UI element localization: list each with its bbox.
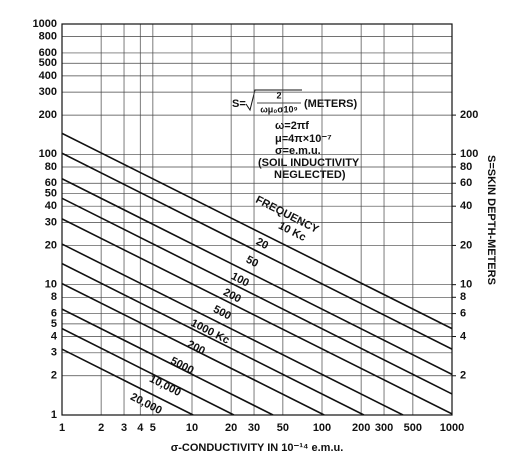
y-tick-label: 30 (45, 216, 57, 228)
frequency-line (62, 262, 365, 415)
frequency-line (62, 132, 452, 330)
frequency-line (62, 243, 404, 415)
y2-tick-label: 100 (460, 148, 478, 160)
y2-axis-label: S=SKIN DEPTH-METERS (485, 155, 497, 285)
x-tick-label: 30 (248, 422, 260, 434)
y-tick-label: 20 (45, 239, 57, 251)
frequency-line (62, 282, 325, 415)
y2-tick-label: 4 (460, 330, 467, 342)
formula-lhs: S= (232, 98, 246, 110)
frequency-line (62, 218, 452, 415)
x-tick-label: 4 (137, 422, 144, 434)
frequency-line (62, 308, 274, 415)
x-tick-label: 1000 (440, 422, 464, 434)
frequency-line (62, 197, 452, 395)
y-tick-label: 400 (39, 70, 57, 82)
y2-tick-label: 6 (460, 307, 466, 319)
x-tick-label: 300 (375, 422, 393, 434)
series-label: 20 (254, 236, 270, 252)
y2-tick-label: 2 (460, 370, 466, 382)
y2-tick-label: 200 (460, 109, 478, 121)
y-tick-label: 10 (45, 279, 57, 291)
frequency-line (62, 178, 452, 376)
x-tick-label: 10 (186, 422, 198, 434)
x-tick-label: 3 (121, 422, 127, 434)
formula-unit: (METERS) (304, 98, 358, 110)
x-axis-label: σ-CONDUCTIVITY IN 10⁻¹⁴ e.m.u. (171, 442, 344, 454)
x-tick-label: 500 (404, 422, 422, 434)
y2-tick-label: 40 (460, 200, 472, 212)
formula-denominator: ωμ₀σ10⁹ (260, 104, 298, 114)
x-tick-label: 50 (277, 422, 289, 434)
formula-numerator: 2 (276, 90, 281, 100)
omega-definition: ω=2πf (275, 120, 309, 132)
y-tick-label: 2 (51, 370, 57, 382)
y2-tick-label: 20 (460, 239, 472, 251)
y-tick-label: 1 (51, 409, 57, 421)
radical-sign (245, 89, 302, 112)
frequency-line (62, 152, 452, 350)
frequency-line (62, 327, 235, 415)
y-tick-label: 40 (45, 200, 57, 212)
note: (SOIL INDUCTIVITY (258, 157, 360, 169)
y-tick-label: 8 (51, 291, 57, 303)
y-tick-label: 800 (39, 31, 57, 43)
y-tick-label: 500 (39, 57, 57, 69)
x-tick-label: 2 (98, 422, 104, 434)
y-tick-label: 300 (39, 86, 57, 98)
mu-definition: μ=4π×10⁻⁷ (275, 133, 332, 145)
y2-tick-label: 80 (460, 161, 472, 173)
series-label: 100 (229, 270, 251, 289)
series-label: 50 (244, 254, 260, 270)
x-tick-label: 1 (59, 422, 65, 434)
frequency-line (62, 348, 194, 415)
y2-tick-label: 8 (460, 291, 466, 303)
y-tick-label: 600 (39, 47, 57, 59)
series-label: 200 (221, 286, 243, 305)
x-tick-label: 20 (225, 422, 237, 434)
series-label: 5000 (168, 355, 195, 377)
plot-frame (61, 23, 453, 416)
series-label: 20,000 (128, 391, 163, 417)
sigma-definition: σ=e.m.u. (275, 145, 321, 157)
y-tick-label: 80 (45, 161, 57, 173)
y-tick-label: 3 (51, 347, 57, 359)
y-tick-label: 200 (39, 109, 57, 121)
y-tick-label: 1000 (33, 18, 57, 30)
y-tick-label: 6 (51, 307, 57, 319)
y-tick-label: 100 (39, 148, 57, 160)
y2-tick-label: 60 (460, 177, 472, 189)
x-tick-label: 100 (313, 422, 331, 434)
y2-tick-label: 10 (460, 279, 472, 291)
x-tick-label: 5 (150, 422, 156, 434)
y-tick-label: 5 (51, 318, 57, 330)
y-tick-label: 60 (45, 177, 57, 189)
y-tick-label: 4 (51, 330, 58, 342)
note: NEGLECTED) (274, 169, 346, 181)
x-tick-label: 200 (352, 422, 370, 434)
y-tick-label: 50 (45, 187, 57, 199)
